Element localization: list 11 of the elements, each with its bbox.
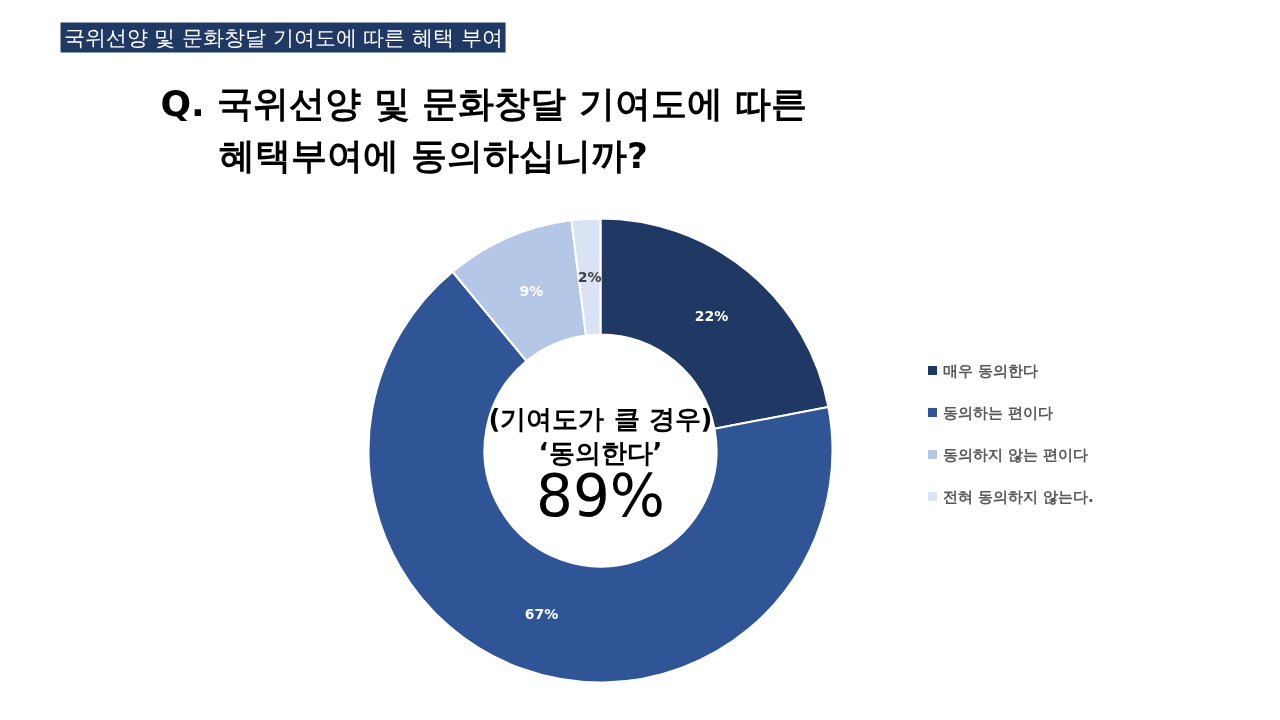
chart-title: Q. 국위선양 및 문화창달 기여도에 따른 혜택부여에 동의하십니까? <box>160 83 808 176</box>
data-label: 9% <box>519 282 544 299</box>
data-label: 67% <box>524 606 559 623</box>
legend-label: 전혀 동의하지 않는다. <box>942 487 1094 506</box>
data-label: 22% <box>694 308 729 325</box>
legend-label: 동의하지 않는 편이다 <box>942 445 1088 464</box>
legend-label: 매우 동의한다 <box>942 361 1038 380</box>
text: (기여도가 클 경우) <box>488 403 713 434</box>
legend-label: 동의하는 편이다 <box>942 403 1053 422</box>
chart-subtitle: 국위선양 및 문화창달 기여도에 따른 혜택 부여 <box>63 25 503 50</box>
data-label: 2% <box>577 268 602 285</box>
